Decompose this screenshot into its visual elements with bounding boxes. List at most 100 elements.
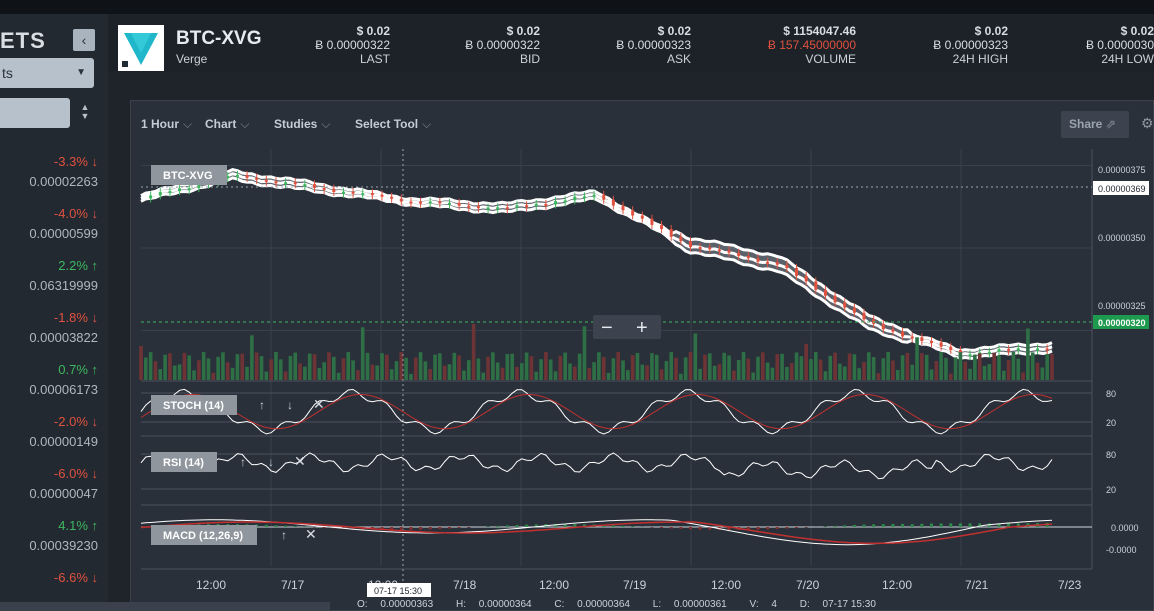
market-list-item[interactable]: -6.0% ↓ 0.00000047 <box>0 466 108 518</box>
candle <box>756 258 760 262</box>
volume-bar <box>230 367 235 380</box>
close-icon[interactable]: ✕ <box>305 526 317 542</box>
volume-bar <box>948 373 953 380</box>
macd-histogram-bar <box>573 524 577 527</box>
stat-usd: $ 0.02 <box>974 24 1008 38</box>
volume-bar <box>741 352 746 380</box>
pair-name: BTC-XVG <box>176 28 262 49</box>
market-list-item[interactable]: -2.0% ↓ 0.00000149 <box>0 414 108 466</box>
candle <box>717 249 721 252</box>
markets-sidebar: ETS ‹ ts ▼ ▲ ▼ -3.3% ↓ 0.00002263 -4.0% ↓ 0.… <box>0 14 108 611</box>
volume-bar <box>862 362 866 380</box>
studies-dropdown[interactable]: Studies ⌵ <box>274 117 330 132</box>
macd-histogram-bar <box>457 527 461 529</box>
market-list-item[interactable]: -4.0% ↓ 0.00000599 <box>0 206 108 258</box>
macd-histogram-bar <box>496 525 500 527</box>
volume-bar <box>664 361 669 380</box>
move-up-icon[interactable]: ↑ <box>240 455 246 469</box>
last-price-tag <box>1093 315 1149 329</box>
chart-type-dropdown[interactable]: Chart ⌵ <box>205 117 249 132</box>
volume-bar <box>881 358 886 380</box>
zoom-in-button[interactable]: + <box>636 317 648 339</box>
sort-icon[interactable]: ▲ ▼ <box>80 102 90 121</box>
volume-bar <box>481 372 486 380</box>
chevron-down-icon: ⌵ <box>321 117 331 131</box>
price-tick-label: 0.00000325 <box>1098 301 1146 311</box>
volume-bar <box>626 370 630 380</box>
candle <box>823 289 827 296</box>
market-list-item[interactable]: 0.7% ↑ 0.00006173 <box>0 362 108 414</box>
verge-logo-icon <box>118 25 164 71</box>
candle <box>987 351 991 354</box>
select-tool-dropdown[interactable]: Select Tool ⌵ <box>355 117 431 132</box>
candle <box>235 174 239 177</box>
macd-tick-label: 0.0000 <box>1111 523 1139 533</box>
volume-bar <box>413 357 418 380</box>
market-list-item[interactable]: 4.1% ↑ 0.00039230 <box>0 518 108 570</box>
share-button[interactable]: Share ⇗ <box>1061 111 1129 138</box>
volume-bar <box>221 352 225 380</box>
candle <box>149 195 153 199</box>
volume-bar <box>857 368 861 380</box>
macd-histogram-bar <box>438 527 442 529</box>
volume-bar <box>524 352 529 380</box>
market-list-item[interactable]: -3.3% ↓ 0.00002263 <box>0 154 108 206</box>
zoom-out-button[interactable]: − <box>601 317 613 339</box>
volume-bar <box>568 363 572 380</box>
volume-bar <box>924 354 929 380</box>
market-search-input[interactable] <box>0 98 70 128</box>
volume-bar <box>606 372 611 380</box>
volume-bar <box>558 355 563 380</box>
market-list-item[interactable]: -1.8% ↓ 0.00003822 <box>0 310 108 362</box>
volume-bar <box>587 368 592 380</box>
volume-bar <box>838 363 842 380</box>
macd-histogram-bar <box>939 523 943 527</box>
volume-bar <box>780 353 784 380</box>
volume-bar <box>1040 367 1045 380</box>
price-chart[interactable]: 0.00000375 0.00000350 0.00000325 0.00000369… <box>131 101 1154 611</box>
market-price: 0.00000047 <box>29 486 98 501</box>
close-icon[interactable]: ✕ <box>313 396 325 412</box>
studies-label: Studies <box>274 117 318 131</box>
volume-bar <box>900 355 905 380</box>
macd-histogram-bar <box>621 525 625 527</box>
volume-bar <box>707 353 712 380</box>
volume-bar <box>823 371 828 380</box>
horizontal-scrollbar[interactable] <box>0 602 330 611</box>
stoch-label-bg <box>151 395 237 415</box>
move-up-icon[interactable]: ↑ <box>259 398 265 412</box>
macd-histogram-bar <box>563 524 567 527</box>
gear-icon[interactable]: ⚙ <box>1141 115 1154 131</box>
stoch-d-line <box>140 393 1053 430</box>
move-down-icon[interactable]: ↓ <box>268 455 274 469</box>
candle <box>968 354 972 357</box>
move-up-icon[interactable]: ↑ <box>281 528 287 542</box>
chevron-left-icon[interactable]: ‹ <box>73 29 95 51</box>
crosshair-price-tag <box>1093 181 1149 195</box>
volume-bar <box>341 358 346 380</box>
volume-bar <box>910 364 915 380</box>
rsi-label-bg <box>151 452 217 472</box>
volume-bar <box>471 324 476 380</box>
interval-dropdown[interactable]: 1 Hour ⌵ <box>141 117 192 132</box>
move-down-icon[interactable]: ↓ <box>287 398 293 412</box>
close-icon[interactable]: ✕ <box>294 453 306 469</box>
crosshair-time-tag <box>367 583 431 597</box>
market-list-item[interactable]: 2.2% ↑ 0.06319999 <box>0 258 108 310</box>
volume-bar <box>963 361 968 380</box>
volume-bar <box>847 353 852 380</box>
candle <box>814 281 818 290</box>
candle <box>313 184 317 188</box>
volume-bar <box>775 354 780 380</box>
macd-histogram-bar <box>997 523 1001 527</box>
candle <box>370 193 374 196</box>
volume-bar <box>592 362 596 380</box>
candle <box>390 196 394 199</box>
market-filter-select[interactable]: ts ▼ <box>0 58 94 88</box>
candle <box>467 205 471 208</box>
macd-histogram-bar <box>486 526 490 527</box>
volume-bar <box>944 357 948 380</box>
candle <box>669 229 673 237</box>
market-list-item[interactable]: -6.6% ↓ <box>0 570 108 611</box>
macd-histogram-bar <box>978 523 982 527</box>
